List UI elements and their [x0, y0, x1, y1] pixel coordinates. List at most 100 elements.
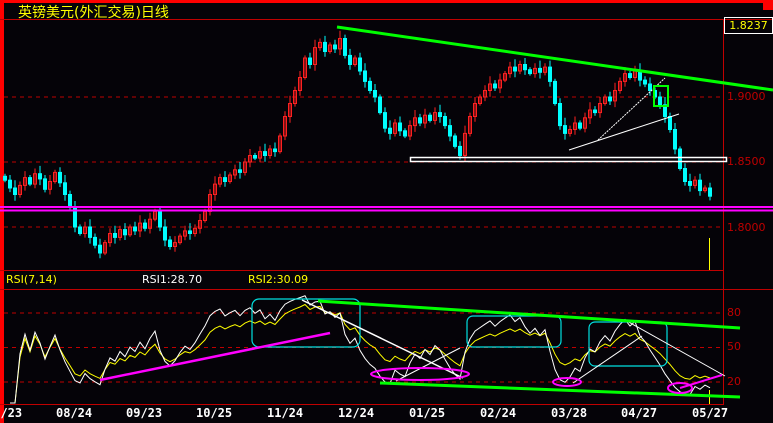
candle-body [38, 173, 42, 180]
candle-body [428, 114, 432, 121]
candle [238, 162, 242, 179]
candle-body [583, 117, 587, 129]
candle-body [313, 47, 317, 65]
rsi1-line [10, 295, 711, 404]
candle-body [618, 80, 622, 92]
rsi2-value: RSI2:30.09 [248, 273, 309, 286]
candle [513, 59, 517, 78]
candle [423, 108, 427, 129]
candle-body [643, 79, 647, 85]
x-tick-label: 01/25 [409, 406, 446, 420]
candle-body [688, 181, 692, 186]
candle-body [348, 54, 352, 66]
candle-body [163, 226, 167, 241]
candle [418, 113, 422, 127]
candle [268, 145, 272, 159]
candle-body [503, 73, 507, 81]
candle [63, 175, 67, 201]
candle-body [283, 116, 287, 137]
corner-button[interactable] [763, 0, 773, 10]
candle-body [223, 177, 227, 183]
candle [448, 119, 452, 142]
candle-body [663, 104, 667, 118]
candle-body [483, 90, 487, 98]
candle [388, 120, 392, 140]
candle-body [68, 194, 72, 208]
candle-body [708, 187, 712, 197]
candle-body [138, 222, 142, 232]
candle-body [658, 96, 662, 106]
candle-body [523, 64, 527, 71]
candle [503, 71, 507, 83]
resistance-trendline [336, 25, 773, 92]
candle [218, 173, 222, 188]
candle [298, 71, 302, 96]
candle-body [108, 233, 112, 244]
candle [643, 76, 647, 88]
neckline-box [409, 156, 728, 163]
candle-body [538, 67, 542, 73]
candle [383, 107, 387, 133]
candle [568, 125, 572, 137]
candle [323, 35, 327, 57]
x-tick-label: 04/27 [621, 406, 658, 420]
current-price-label: 1.8237 [724, 17, 773, 34]
candle [3, 173, 7, 183]
chart-title: 英镑美元(外汇交易)日线 [18, 5, 169, 21]
candle [308, 52, 312, 69]
candle-body [453, 135, 457, 147]
rsi-indicator-name[interactable]: RSI(7,14) [6, 273, 57, 286]
candle [498, 73, 502, 94]
candle [378, 94, 382, 115]
candle [53, 169, 57, 184]
candle [173, 236, 177, 252]
candle [368, 77, 372, 94]
candle-body [58, 171, 62, 184]
candle [628, 71, 632, 80]
candle [38, 165, 42, 186]
support-line-magenta [0, 206, 773, 208]
candle [623, 67, 627, 87]
candle-body [558, 103, 562, 127]
x-tick-label: 09/23 [126, 406, 163, 420]
rsi-trendline-2 [395, 347, 461, 382]
candle [648, 77, 652, 96]
candle-body [438, 112, 442, 117]
candle-body [498, 79, 502, 89]
candle [58, 167, 62, 187]
candle-body [228, 174, 232, 182]
candle-body [413, 117, 417, 127]
candle-body [63, 182, 67, 196]
candle [93, 233, 97, 249]
candle-body [418, 117, 422, 124]
candle-body [373, 90, 377, 98]
rsi-box-1 [251, 298, 361, 348]
candle-body [198, 220, 202, 229]
candle-body [458, 145, 462, 156]
candle [703, 185, 707, 193]
candle [533, 63, 537, 78]
candle [393, 119, 397, 137]
candle-body [288, 103, 292, 117]
candle-body [8, 179, 12, 189]
candle-body [393, 122, 397, 134]
candle [613, 82, 617, 108]
candle [573, 116, 577, 135]
y-tick-label: 1.8500 [727, 155, 766, 168]
candle-body [93, 236, 97, 246]
candle-body [683, 168, 687, 182]
candle-body [608, 96, 612, 102]
candle-body [353, 57, 357, 65]
candle [373, 84, 377, 103]
candle [583, 112, 587, 133]
candle-body [703, 187, 707, 192]
candle-body [473, 103, 477, 117]
support-line-magenta-2 [0, 209, 773, 212]
candle-body [478, 96, 482, 104]
x-tick-label: 05/27 [692, 406, 729, 420]
candle [273, 142, 277, 157]
candle [253, 152, 257, 161]
candle [343, 34, 347, 59]
rsi-upper-channel [317, 299, 741, 330]
